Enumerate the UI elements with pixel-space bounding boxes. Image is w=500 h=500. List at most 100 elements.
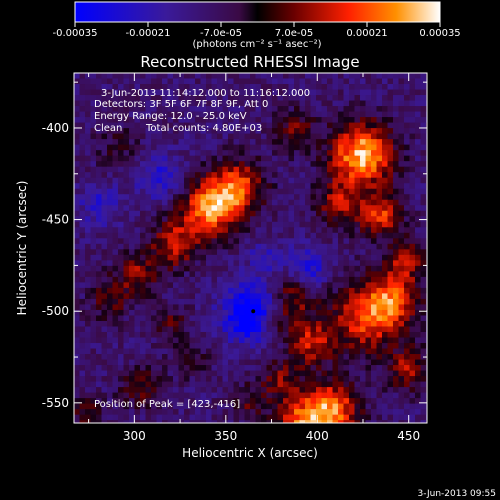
heatmap-cell xyxy=(145,304,152,311)
heatmap-cell xyxy=(85,188,92,195)
heatmap-cell xyxy=(228,106,235,113)
heatmap-cell xyxy=(393,172,400,179)
heatmap-cell xyxy=(283,370,290,377)
heatmap-cell xyxy=(365,210,372,217)
heatmap-cell xyxy=(90,122,97,129)
heatmap-cell xyxy=(200,144,207,151)
heatmap-cell xyxy=(420,249,427,256)
heatmap-cell xyxy=(85,331,92,339)
heatmap-cell xyxy=(398,359,405,366)
heatmap-cell xyxy=(96,337,103,344)
heatmap-cell xyxy=(415,227,422,234)
heatmap-cell xyxy=(432,360,438,366)
heatmap-cell xyxy=(145,221,152,228)
heatmap-cell xyxy=(250,232,257,239)
heatmap-cell xyxy=(244,370,251,377)
heatmap-cell xyxy=(266,343,273,350)
heatmap-cell xyxy=(244,106,251,113)
heatmap-cell xyxy=(107,100,114,107)
heatmap-cell xyxy=(244,194,251,201)
heatmap-cell xyxy=(162,73,169,80)
heatmap-cell xyxy=(360,183,367,190)
heatmap-cell xyxy=(277,144,284,151)
heatmap-cell xyxy=(338,216,345,223)
heatmap-cell xyxy=(244,155,251,162)
heatmap-cell xyxy=(316,265,323,272)
heatmap-cell xyxy=(217,205,224,212)
heatmap-cell xyxy=(415,348,422,355)
heatmap-cell xyxy=(145,117,152,124)
heatmap-cell xyxy=(134,320,141,328)
heatmap-cell xyxy=(360,348,367,355)
heatmap-cell xyxy=(173,348,180,355)
heatmap-cell xyxy=(96,177,103,184)
heatmap-cell xyxy=(349,95,356,102)
heatmap-cell xyxy=(244,78,251,85)
heatmap-cell xyxy=(332,326,339,333)
heatmap-cell xyxy=(404,304,411,311)
heatmap-cell xyxy=(255,243,262,250)
heatmap-cell xyxy=(409,238,416,245)
heatmap-cell xyxy=(305,287,312,294)
heatmap-cell xyxy=(420,276,427,283)
heatmap-cell xyxy=(217,376,224,383)
heatmap-cell xyxy=(266,216,273,223)
heatmap-cell xyxy=(79,381,86,388)
heatmap-cell xyxy=(244,359,251,366)
heatmap-cell xyxy=(398,287,405,294)
heatmap-cell xyxy=(432,288,438,294)
heatmap-cell xyxy=(184,348,191,355)
heatmap-cell xyxy=(195,177,202,184)
heatmap-cell xyxy=(156,111,163,118)
heatmap-cell xyxy=(420,166,427,173)
heatmap-cell xyxy=(156,387,163,394)
heatmap-cell xyxy=(398,337,405,344)
heatmap-cell xyxy=(432,211,438,217)
heatmap-cell xyxy=(432,315,438,321)
heatmap-cell xyxy=(189,320,196,328)
heatmap-cell xyxy=(195,271,202,278)
heatmap-cell xyxy=(305,216,312,223)
heatmap-cell xyxy=(420,392,427,399)
heatmap-cell xyxy=(140,271,147,278)
heatmap-cell xyxy=(195,172,202,179)
heatmap-cell xyxy=(145,309,152,317)
heatmap-cell xyxy=(151,276,158,283)
heatmap-cell xyxy=(233,177,240,184)
heatmap-cell xyxy=(167,387,174,394)
heatmap-cell xyxy=(206,166,213,173)
y-tick-label: -550 xyxy=(42,396,69,410)
heatmap-cell xyxy=(354,287,361,294)
heatmap-cell xyxy=(349,337,356,344)
heatmap-cell xyxy=(151,298,158,306)
heatmap-cell xyxy=(107,111,114,118)
heatmap-cell xyxy=(294,111,301,118)
heatmap-cell xyxy=(189,177,196,184)
heatmap-cell xyxy=(409,392,416,399)
heatmap-cell xyxy=(178,183,185,190)
heatmap-cell xyxy=(129,161,136,168)
heatmap-cell xyxy=(156,177,163,184)
heatmap-cell xyxy=(156,249,163,256)
heatmap-cell xyxy=(244,95,251,102)
heatmap-cell xyxy=(393,183,400,190)
heatmap-cell xyxy=(200,326,207,333)
heatmap-cell xyxy=(305,392,312,399)
heatmap-cell xyxy=(178,403,185,410)
heatmap-cell xyxy=(239,426,245,432)
colorbar: -0.00035 -0.00021 -7.0e-05 7.0e-05 0.00021 0.… xyxy=(53,1,461,50)
heatmap-cell xyxy=(360,227,367,234)
heatmap-cell xyxy=(206,117,213,124)
heatmap-cell xyxy=(228,387,235,394)
heatmap-cell xyxy=(90,194,97,201)
heatmap-cell xyxy=(233,144,240,151)
heatmap-cell xyxy=(90,210,97,217)
heatmap-cell xyxy=(217,95,224,102)
heatmap-cell xyxy=(178,326,185,333)
heatmap-cell xyxy=(156,100,163,107)
heatmap-cell xyxy=(321,172,328,179)
heatmap-cell xyxy=(195,254,202,261)
heatmap-cell xyxy=(376,326,383,333)
heatmap-cell xyxy=(387,100,394,107)
heatmap-cell xyxy=(398,232,405,239)
